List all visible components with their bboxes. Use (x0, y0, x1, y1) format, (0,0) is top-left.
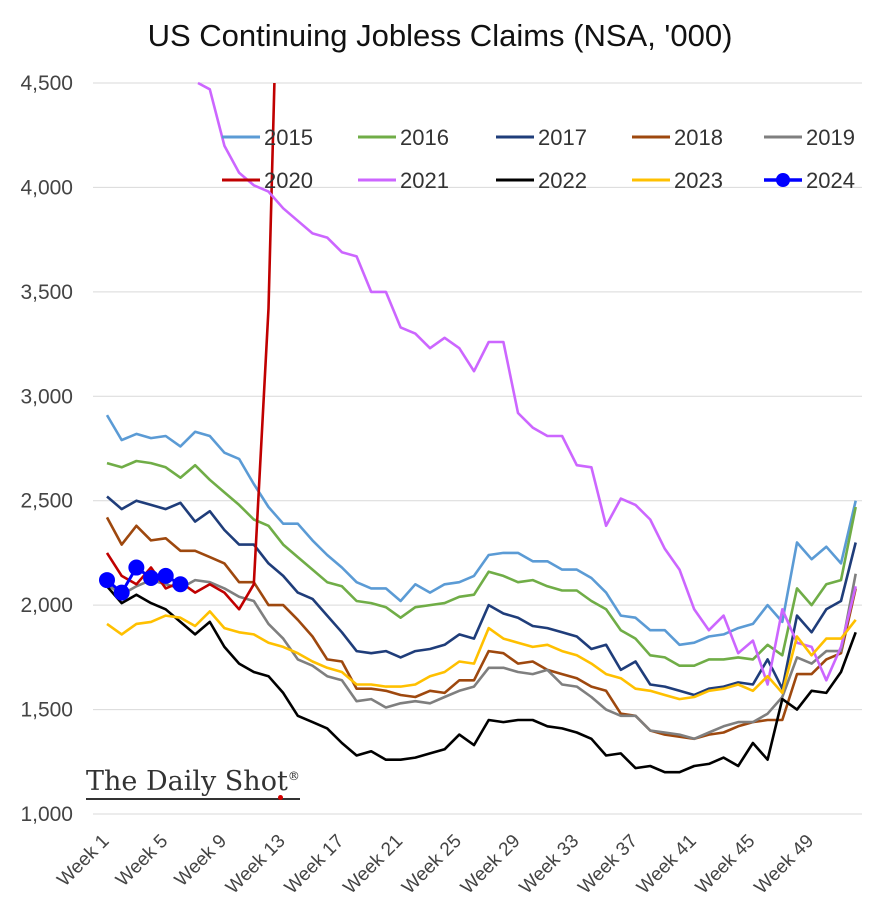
x-tick-label: Week 21 (340, 831, 408, 899)
x-tick-label: Week 49 (751, 831, 819, 899)
daily-shot-logo: The Daily Shot® (86, 766, 300, 800)
series-line-2020 (105, 82, 276, 611)
y-tick-label: 3,000 (20, 385, 73, 408)
point-2024-week-1 (99, 572, 115, 589)
x-tick-label: Week 41 (633, 831, 701, 899)
legend-label-2016: 2016 (400, 125, 449, 150)
legend-label-2019: 2019 (806, 125, 855, 150)
legend-label-2017: 2017 (538, 125, 587, 150)
point-2024-week-3 (128, 559, 145, 576)
x-tick-label: Week 9 (171, 831, 231, 891)
series-line-2015 (105, 414, 857, 647)
point-2024-week-2 (113, 584, 130, 601)
x-tick-label: Week 5 (112, 831, 172, 891)
y-tick-label: 3,500 (20, 281, 73, 304)
gridlines (93, 82, 862, 815)
legend-label-2018: 2018 (674, 125, 723, 150)
x-tick-label: Week 45 (692, 831, 760, 899)
x-tick-label: Week 13 (222, 831, 290, 899)
point-2024-week-6 (172, 576, 189, 593)
y-tick-label: 4,000 (20, 176, 73, 199)
legend-marker-2024 (776, 173, 790, 187)
legend-label-2015: 2015 (264, 125, 313, 150)
point-2024-week-5 (157, 567, 174, 584)
legend-label-2021: 2021 (400, 168, 449, 193)
x-tick-label: Week 29 (457, 831, 525, 899)
series-line-2021 (197, 81, 857, 686)
legend-label-2022: 2022 (538, 168, 587, 193)
series-line-2016 (106, 459, 857, 668)
series-lines (99, 81, 857, 774)
series-line-2022 (106, 585, 857, 774)
y-tick-label: 2,500 (20, 490, 73, 513)
chart-title: US Continuing Jobless Claims (NSA, '000) (147, 18, 733, 53)
legend-label-2023: 2023 (674, 168, 723, 193)
series-line-2018 (105, 516, 857, 741)
series-line-2017 (106, 495, 857, 697)
y-tick-label: 2,000 (20, 594, 73, 617)
legend-label-2024: 2024 (806, 168, 855, 193)
legend: 2015 2016 2017 2018 2019 2020 2021 2022 2023 2024 (222, 125, 855, 193)
series-line-2019 (106, 573, 857, 741)
x-tick-label: Week 1 (53, 831, 113, 891)
x-tick-label: Week 25 (398, 831, 466, 899)
y-tick-label: 4,500 (20, 72, 73, 95)
y-axis: 1,000 1,500 2,000 2,500 3,000 3,500 4,000 4,500 (20, 72, 73, 826)
legend-label-2020: 2020 (264, 168, 313, 193)
x-tick-label: Week 33 (516, 831, 584, 899)
x-tick-label: Week 37 (574, 831, 642, 899)
x-tick-label: Week 17 (281, 831, 349, 899)
y-tick-label: 1,500 (20, 699, 73, 722)
point-2024-week-4 (143, 569, 160, 586)
logo-dot (278, 795, 283, 800)
series-line-2023 (106, 610, 857, 701)
y-tick-label: 1,000 (20, 803, 73, 826)
